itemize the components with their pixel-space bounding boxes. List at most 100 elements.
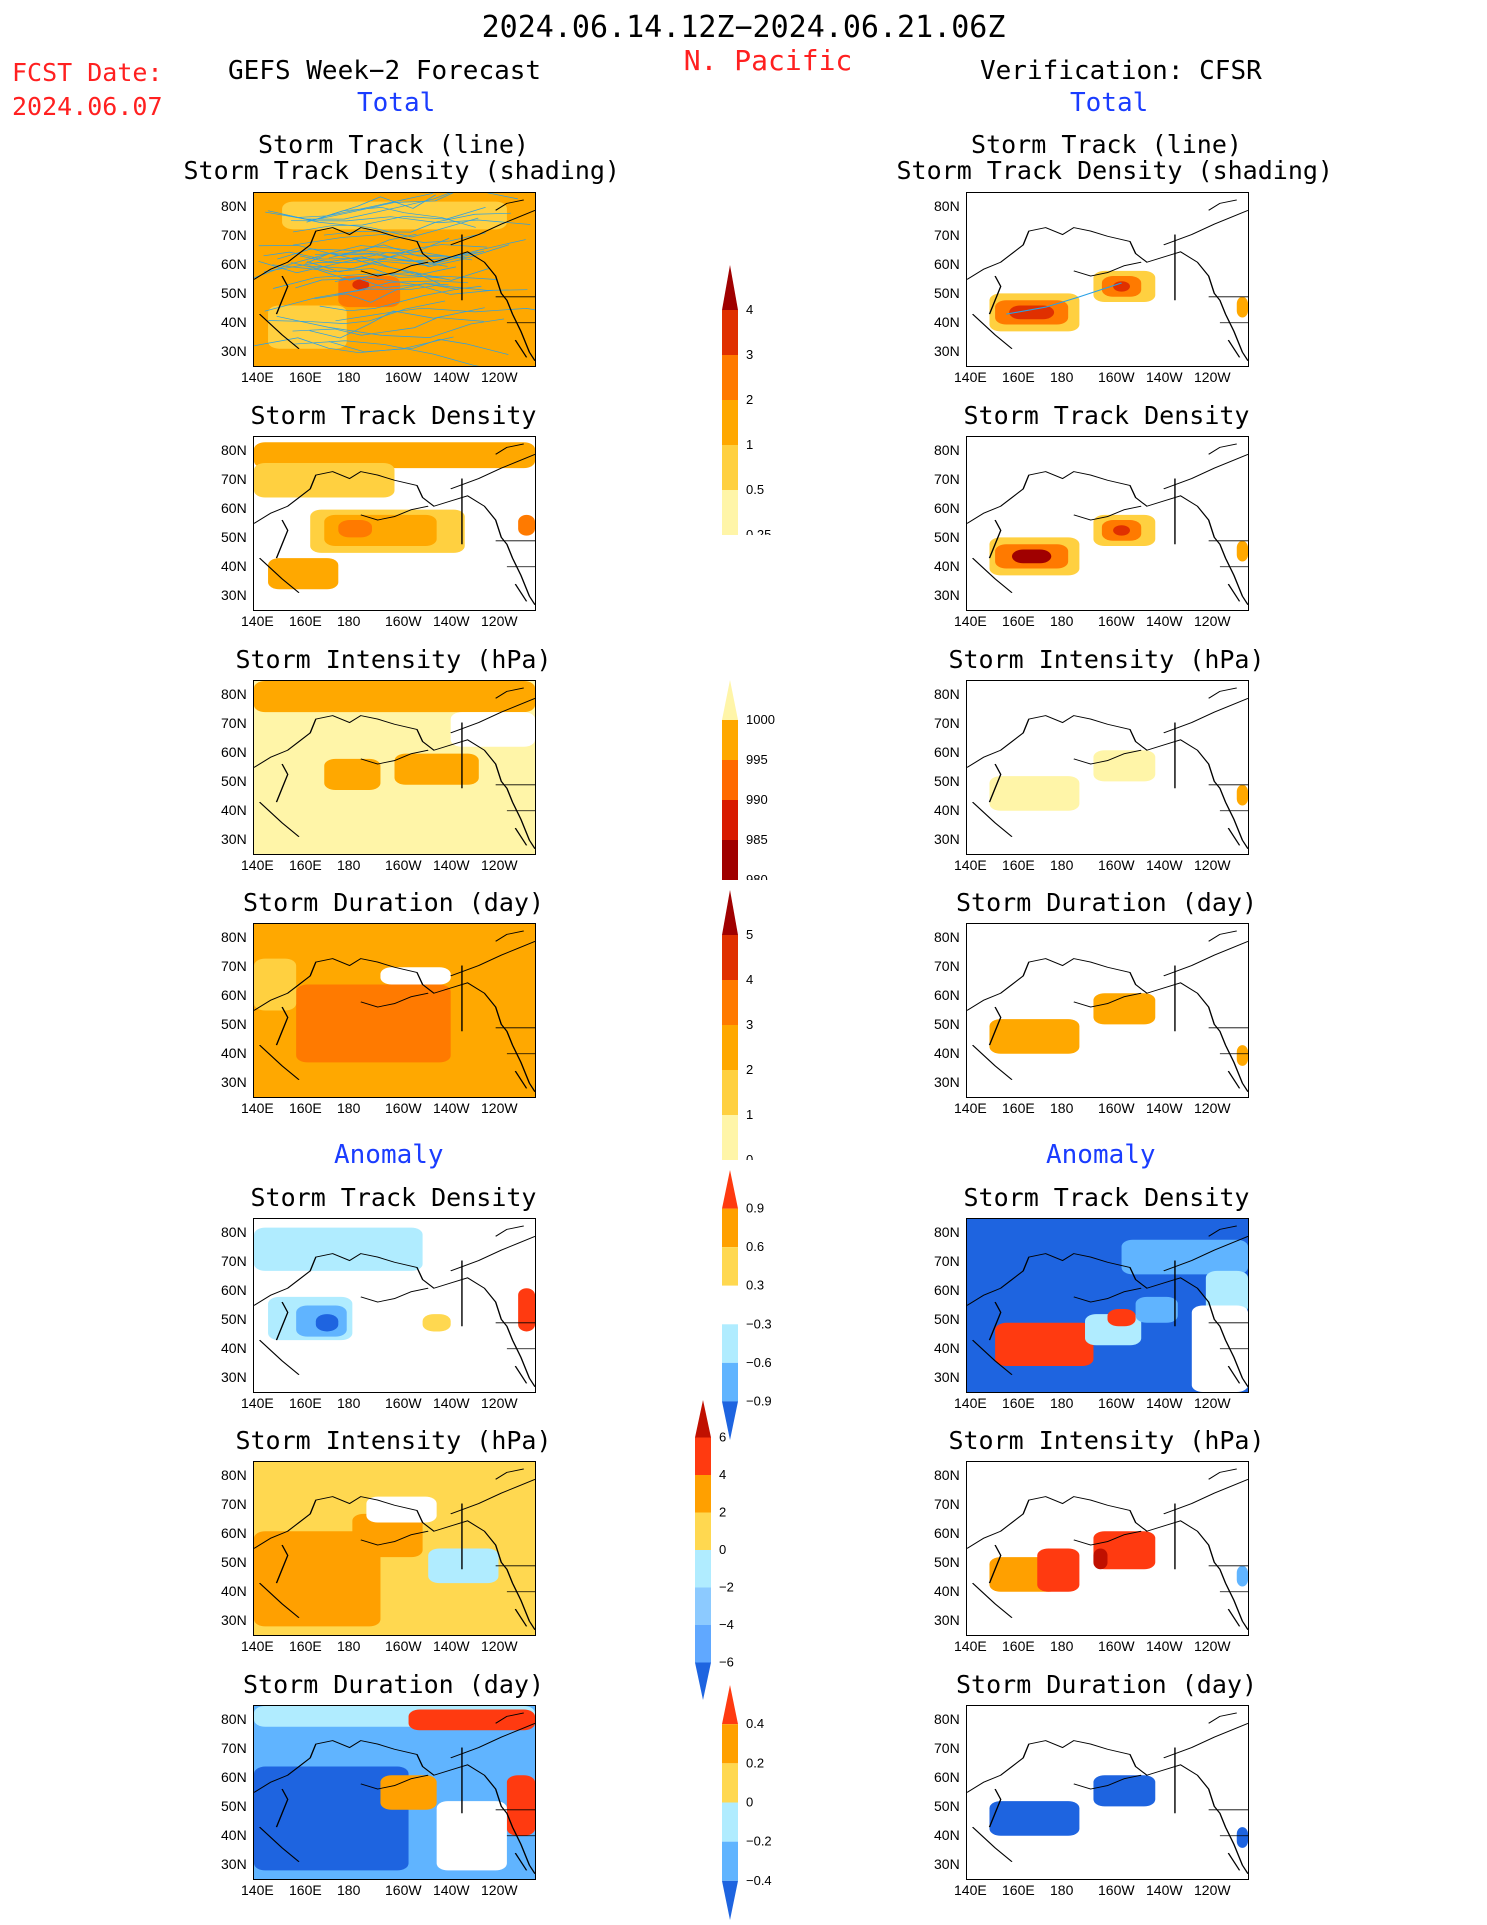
shading-region [254,1227,423,1271]
lat-tick-label: 40N [934,314,960,330]
lon-tick-label: 180 [337,369,361,385]
lat-tick-label: 60N [934,744,960,760]
verification-total-label: Total [1070,88,1149,118]
cfsr-intensity-map-svg [967,681,1248,854]
lon-tick-label: 160E [289,1882,322,1898]
storm-track-line [314,283,449,303]
coastline [275,519,289,559]
colorbar-label: 0 [746,1795,753,1810]
gefs-duration-title-0: Storm Duration (day) [242,888,545,917]
shading-region [282,201,507,230]
coastline [1163,940,1248,977]
lon-tick-label: 120W [1194,857,1231,873]
cfsr-a_density-map-svg [967,1219,1248,1392]
shading-region [1236,540,1248,562]
lon-tick-label: 180 [337,613,361,629]
gefs-a_duration-map-svg [254,1706,535,1879]
storm-track-line [276,316,505,338]
lon-tick-label: 160E [289,369,322,385]
shading-region [254,1766,409,1871]
coastline [972,801,1013,837]
lon-tick-label: 160W [385,857,422,873]
cfsr-duration-map [966,923,1249,1098]
shading-region [1093,1548,1108,1570]
lon-tick-label: 180 [337,1100,361,1116]
lat-tick-label: 60N [221,500,247,516]
coastline [1208,1468,1237,1480]
storm-track-line [264,280,469,312]
lat-tick-label: 40N [934,1827,960,1843]
cfsr-track-title-1: Storm Track Density (shading) [896,156,1334,185]
colorbar-segment [722,1208,738,1248]
coastline [972,313,1013,349]
storm-track-line [263,255,467,273]
cfsr-a_intensity-map [966,1461,1249,1636]
cfsr-a_density-map [966,1218,1249,1393]
lon-tick-label: 160W [385,1100,422,1116]
lon-tick-label: 160W [1098,1638,1135,1654]
storm-track-line [334,239,526,262]
lon-tick-label: 160E [1002,1395,1035,1411]
colorbar-density_anom: 0.9 0.6 0.3 −0.3 −0.6 −0.9 [722,1170,792,1440]
lat-tick-label: 40N [934,802,960,818]
lat-tick-label: 70N [221,1496,247,1512]
cfsr-a_duration-map [966,1705,1249,1880]
colorbar-segment [722,1841,738,1881]
shading-region [1037,1548,1080,1592]
colorbar-label: 5 [746,927,753,942]
lon-tick-label: 180 [1050,1395,1074,1411]
shading-region [1011,549,1052,564]
colorbar-label: 0.25 [746,527,771,535]
colorbar-segment [722,1025,738,1070]
lat-tick-label: 50N [934,285,960,301]
shading-region [518,1288,535,1332]
lon-tick-label: 160W [1098,1100,1135,1116]
coastline [450,1235,535,1272]
lat-tick-label: 60N [934,1769,960,1785]
colorbar-intensity_anom: 6 4 2 0 −2 −4 −6 [695,1400,765,1700]
lat-tick-label: 40N [934,1340,960,1356]
lon-tick-label: 140E [241,857,274,873]
colorbar-intensity_total: 1000 995 990 985 980 [722,680,792,887]
cfsr-density-title-0: Storm Track Density [963,401,1250,430]
lat-tick-label: 30N [934,587,960,603]
lon-tick-label: 180 [1050,369,1074,385]
coastline [360,1774,429,1790]
storm-track-line [309,307,485,339]
lon-tick-label: 140E [241,1100,274,1116]
colorbar-segment [722,720,738,760]
coastline [1227,583,1241,602]
lon-tick-label: 160W [1098,613,1135,629]
lat-tick-label: 30N [934,1369,960,1385]
coastline [450,453,535,490]
lat-tick-label: 30N [221,1074,247,1090]
forecast-column-title: GEFS Week−2 Forecast [228,56,542,86]
lat-tick-label: 40N [221,558,247,574]
colorbar-label: −2 [719,1580,734,1595]
coastline [275,763,289,803]
shading-region [1009,305,1055,320]
gefs-a_intensity-map-svg [254,1462,535,1635]
lon-tick-label: 160W [385,1638,422,1654]
colorbar-label: −6 [719,1655,734,1670]
lon-tick-label: 140W [433,613,470,629]
lat-tick-label: 70N [221,715,247,731]
coastline [259,313,300,349]
cfsr-track-title-0: Storm Track (line) [971,130,1242,159]
shading-region [1107,1308,1136,1327]
lat-tick-label: 70N [934,1740,960,1756]
lat-tick-label: 80N [221,929,247,945]
shading-region [518,514,535,536]
colorbar-label: 3 [746,1017,753,1032]
coastline [988,1301,1002,1341]
lat-tick-label: 60N [934,987,960,1003]
coastline [988,1006,1002,1046]
shading-region [352,1513,423,1558]
storm-track-line [292,207,486,233]
storm-track-line [335,307,535,322]
coastline [495,1468,524,1480]
lon-tick-label: 120W [481,857,518,873]
colorbar-segment [722,1285,738,1325]
verification-anomaly-label: Anomaly [1046,1140,1156,1170]
coastline [1163,209,1248,246]
